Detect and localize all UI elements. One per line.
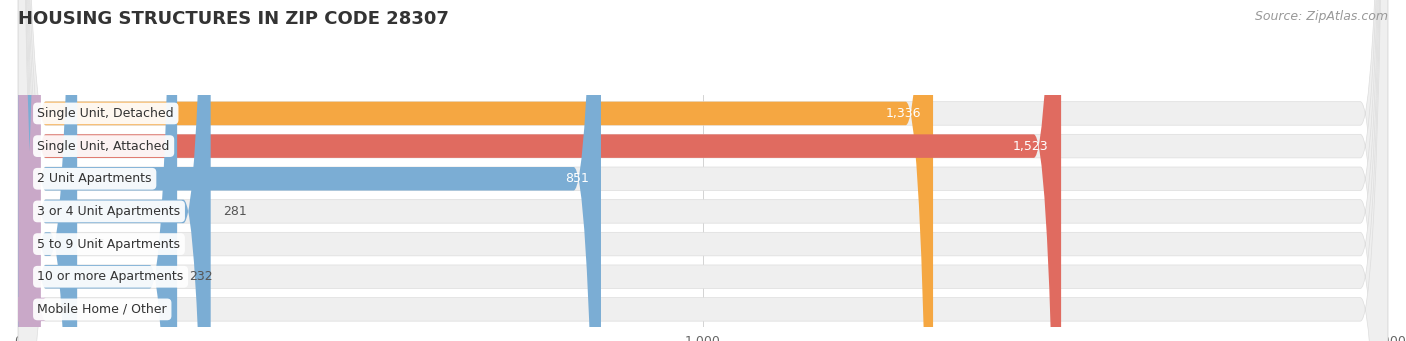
FancyBboxPatch shape	[18, 0, 1062, 341]
FancyBboxPatch shape	[18, 0, 600, 341]
Text: 3 or 4 Unit Apartments: 3 or 4 Unit Apartments	[38, 205, 180, 218]
FancyBboxPatch shape	[18, 0, 1388, 341]
Text: 2 Unit Apartments: 2 Unit Apartments	[38, 172, 152, 185]
FancyBboxPatch shape	[14, 0, 45, 341]
FancyBboxPatch shape	[18, 0, 1388, 341]
FancyBboxPatch shape	[18, 0, 77, 341]
FancyBboxPatch shape	[18, 0, 1388, 341]
Text: 281: 281	[224, 205, 247, 218]
Text: 1,336: 1,336	[886, 107, 921, 120]
FancyBboxPatch shape	[18, 0, 1388, 341]
Text: 33: 33	[53, 303, 69, 316]
FancyBboxPatch shape	[18, 0, 211, 341]
FancyBboxPatch shape	[18, 0, 1388, 341]
Text: 86: 86	[90, 238, 105, 251]
Text: 5 to 9 Unit Apartments: 5 to 9 Unit Apartments	[38, 238, 180, 251]
Text: 10 or more Apartments: 10 or more Apartments	[38, 270, 184, 283]
Text: Single Unit, Attached: Single Unit, Attached	[38, 139, 170, 153]
Text: 232: 232	[190, 270, 214, 283]
Text: HOUSING STRUCTURES IN ZIP CODE 28307: HOUSING STRUCTURES IN ZIP CODE 28307	[18, 10, 449, 28]
Text: Mobile Home / Other: Mobile Home / Other	[38, 303, 167, 316]
Text: 851: 851	[565, 172, 589, 185]
Text: Source: ZipAtlas.com: Source: ZipAtlas.com	[1254, 10, 1388, 23]
FancyBboxPatch shape	[18, 0, 177, 341]
FancyBboxPatch shape	[18, 0, 934, 341]
FancyBboxPatch shape	[18, 0, 1388, 341]
Text: 1,523: 1,523	[1014, 139, 1049, 153]
FancyBboxPatch shape	[18, 0, 1388, 341]
Text: Single Unit, Detached: Single Unit, Detached	[38, 107, 174, 120]
